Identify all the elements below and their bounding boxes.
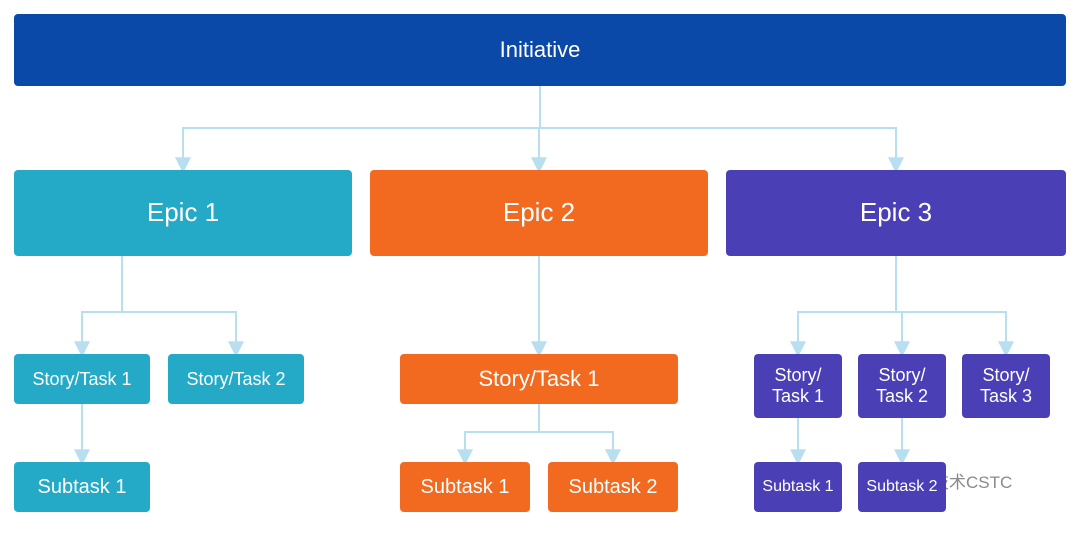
node-epic3: Epic 3 [726, 170, 1066, 256]
node-label: Subtask 2 [866, 478, 937, 496]
node-label: Story/ Task 3 [980, 365, 1032, 406]
edge-initiative-epic1 [183, 86, 540, 170]
node-e3_sub1: Subtask 1 [754, 462, 842, 512]
node-label: Epic 1 [147, 198, 219, 228]
node-label: Subtask 1 [38, 476, 127, 499]
node-label: Subtask 1 [762, 478, 833, 496]
node-e3_st2: Story/ Task 2 [858, 354, 946, 418]
edge-epic3-e3_st1 [798, 256, 896, 354]
node-label: Subtask 1 [421, 476, 510, 499]
edge-e2_st1-e2_sub2 [539, 404, 613, 462]
node-label: Story/ Task 2 [876, 365, 928, 406]
node-e3_st1: Story/ Task 1 [754, 354, 842, 418]
edge-epic1-e1_st2 [122, 256, 236, 354]
node-label: Initiative [500, 37, 581, 62]
node-label: Subtask 2 [569, 476, 658, 499]
node-e3_sub2: Subtask 2 [858, 462, 946, 512]
edge-epic3-e3_st3 [896, 256, 1006, 354]
node-label: Story/Task 1 [478, 366, 599, 391]
node-epic2: Epic 2 [370, 170, 708, 256]
edge-epic1-e1_st1 [82, 256, 122, 354]
node-e2_st1: Story/Task 1 [400, 354, 678, 404]
node-label: Story/Task 2 [186, 369, 285, 390]
node-label: Epic 2 [503, 198, 575, 228]
node-e1_sub1: Subtask 1 [14, 462, 150, 512]
node-label: Story/Task 1 [32, 369, 131, 390]
node-e2_sub1: Subtask 1 [400, 462, 530, 512]
edge-initiative-epic2 [539, 86, 540, 170]
node-e2_sub2: Subtask 2 [548, 462, 678, 512]
node-e1_st1: Story/Task 1 [14, 354, 150, 404]
node-epic1: Epic 1 [14, 170, 352, 256]
node-e3_st3: Story/ Task 3 [962, 354, 1050, 418]
node-initiative: Initiative [14, 14, 1066, 86]
edge-epic3-e3_st2 [896, 256, 902, 354]
edge-e2_st1-e2_sub1 [465, 404, 539, 462]
edge-initiative-epic3 [540, 86, 896, 170]
node-label: Epic 3 [860, 198, 932, 228]
node-e1_st2: Story/Task 2 [168, 354, 304, 404]
node-label: Story/ Task 1 [772, 365, 824, 406]
